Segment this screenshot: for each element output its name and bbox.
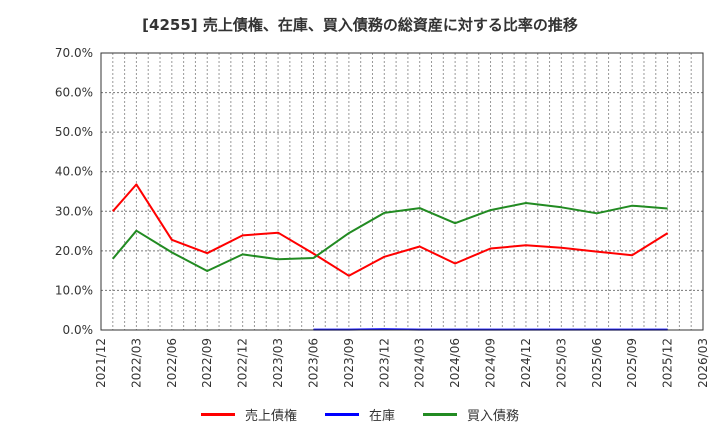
x-tick-label: 2025/09: [625, 338, 639, 388]
x-tick-label: 2024/12: [519, 338, 533, 388]
legend-swatch-blue: [324, 413, 359, 416]
data-series: [112, 183, 669, 331]
grid-lines: [101, 53, 703, 330]
x-tick-label: 2021/12: [94, 338, 108, 388]
plot-frame: [100, 52, 704, 331]
x-tick-label: 2022/03: [129, 338, 143, 388]
legend-label: 在庫: [368, 409, 395, 424]
x-tick-label: 2023/06: [306, 338, 320, 388]
x-tick-label: 2025/12: [661, 338, 675, 388]
x-tick-label: 2025/03: [554, 338, 568, 388]
x-tick-label: 2025/06: [590, 338, 604, 388]
legend-swatch-red: [200, 413, 235, 416]
legend-item-receivables: 売上債権: [200, 405, 297, 424]
series-line: [112, 183, 669, 277]
x-tick-label: 2023/12: [377, 338, 391, 388]
x-tick-label: 2024/06: [448, 338, 462, 388]
legend-label: 買入債務: [467, 409, 520, 424]
y-tick-label: 50.0%: [55, 125, 93, 139]
y-tick-label: 40.0%: [55, 165, 93, 179]
series-line: [112, 202, 668, 272]
chart-title: [4255] 売上債権、在庫、買入債務の総資産に対する比率の推移: [142, 16, 578, 34]
x-tick-label: 2022/09: [200, 338, 214, 388]
y-tick-label: 60.0%: [55, 86, 93, 100]
y-tick-label: 0.0%: [63, 323, 94, 337]
y-axis: 0.0% 10.0% 20.0% 30.0% 40.0% 50.0% 60.0% 70.0%: [55, 46, 93, 337]
x-tick-label: 2023/09: [342, 338, 356, 388]
x-tick-label: 2022/12: [236, 338, 250, 388]
y-tick-label: 10.0%: [55, 283, 93, 297]
x-tick-label: 2024/09: [484, 338, 498, 388]
legend-label: 売上債権: [244, 409, 297, 424]
y-tick-label: 30.0%: [55, 204, 93, 218]
legend-item-inventory: 在庫: [324, 405, 395, 424]
y-tick-label: 20.0%: [55, 244, 93, 258]
legend-swatch-green: [423, 413, 457, 416]
legend: 売上債権 在庫 買入債務: [0, 405, 720, 424]
x-axis: 2021/12 2022/03 2022/06 2022/09 2022/12 2023/…: [94, 338, 710, 388]
x-tick-label: 2022/06: [165, 338, 179, 388]
x-tick-label: 2024/03: [413, 338, 427, 388]
x-tick-label: 2023/03: [271, 338, 285, 388]
x-tick-label: 2026/03: [696, 338, 710, 388]
legend-item-payables: 買入債務: [423, 405, 519, 424]
y-tick-label: 70.0%: [55, 46, 93, 60]
